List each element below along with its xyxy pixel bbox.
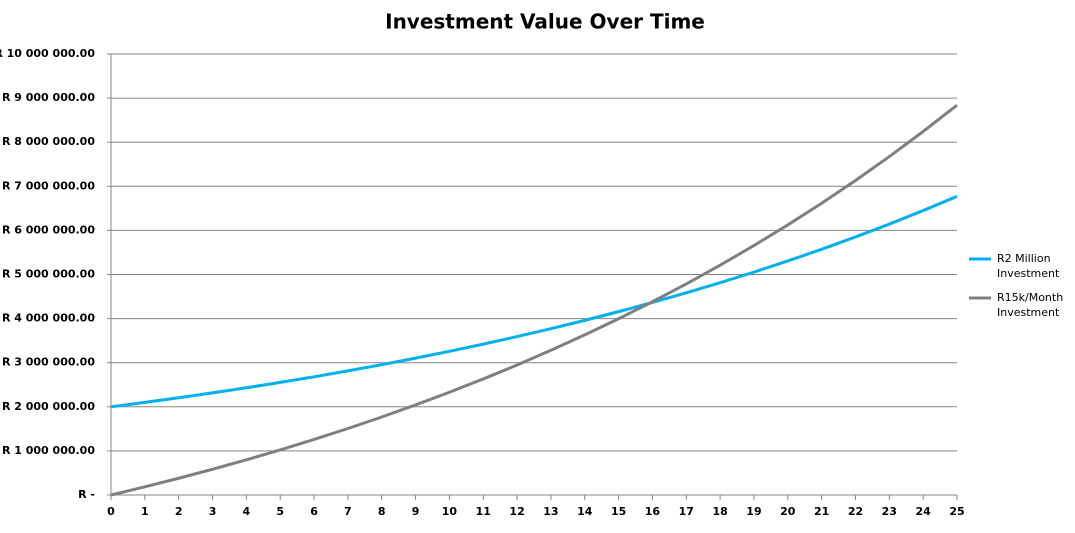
x-tick-label: 11 xyxy=(476,505,491,518)
x-tick-label: 8 xyxy=(378,505,386,518)
y-tick-label: R 8 000 000.00 xyxy=(2,135,95,148)
x-tick-label: 25 xyxy=(949,505,964,518)
x-tick-label: 13 xyxy=(543,505,558,518)
x-tick-label: 5 xyxy=(276,505,284,518)
x-tick-label: 21 xyxy=(814,505,829,518)
x-tick-label: 2 xyxy=(175,505,183,518)
x-tick-label: 10 xyxy=(442,505,458,518)
x-tick-label: 7 xyxy=(344,505,352,518)
legend-label: R15k/Month Investment xyxy=(997,291,1064,319)
x-tick-label: 15 xyxy=(611,505,626,518)
x-tick-label: 9 xyxy=(412,505,420,518)
y-tick-label: R 6 000 000.00 xyxy=(2,223,95,236)
y-tick-label: R - xyxy=(78,488,95,501)
x-tick-label: 1 xyxy=(141,505,149,518)
x-tick-label: 16 xyxy=(645,505,661,518)
data-line xyxy=(110,194,958,409)
y-tick-label: R 3 000 000.00 xyxy=(2,356,95,369)
x-tick-label: 20 xyxy=(780,505,796,518)
x-tick-label: 3 xyxy=(209,505,217,518)
x-tick-label: 12 xyxy=(509,505,524,518)
y-tick-label: R 5 000 000.00 xyxy=(2,268,95,281)
x-tick-label: 22 xyxy=(848,505,863,518)
x-tick-label: 18 xyxy=(712,505,727,518)
legend-label: R2 Million Investment xyxy=(997,252,1060,280)
data-line xyxy=(110,103,958,497)
x-tick-label: 23 xyxy=(882,505,897,518)
y-tick-label: R 7 000 000.00 xyxy=(2,179,95,192)
x-tick-label: 17 xyxy=(679,505,694,518)
x-tick-label: 4 xyxy=(243,505,251,518)
x-tick-label: 0 xyxy=(107,505,115,518)
y-tick-label: R 2 000 000.00 xyxy=(2,400,95,413)
x-tick-label: 24 xyxy=(916,505,932,518)
chart-title: Investment Value Over Time xyxy=(385,10,705,34)
x-tick-label: 19 xyxy=(746,505,761,518)
y-tick-label: R 1 000 000.00 xyxy=(2,444,95,457)
y-tick-label: R 10 000 000.00 xyxy=(0,47,95,60)
y-tick-label: R 4 000 000.00 xyxy=(2,312,95,325)
y-tick-label: R 9 000 000.00 xyxy=(2,91,95,104)
x-tick-label: 6 xyxy=(310,505,318,518)
x-tick-label: 14 xyxy=(577,505,593,518)
